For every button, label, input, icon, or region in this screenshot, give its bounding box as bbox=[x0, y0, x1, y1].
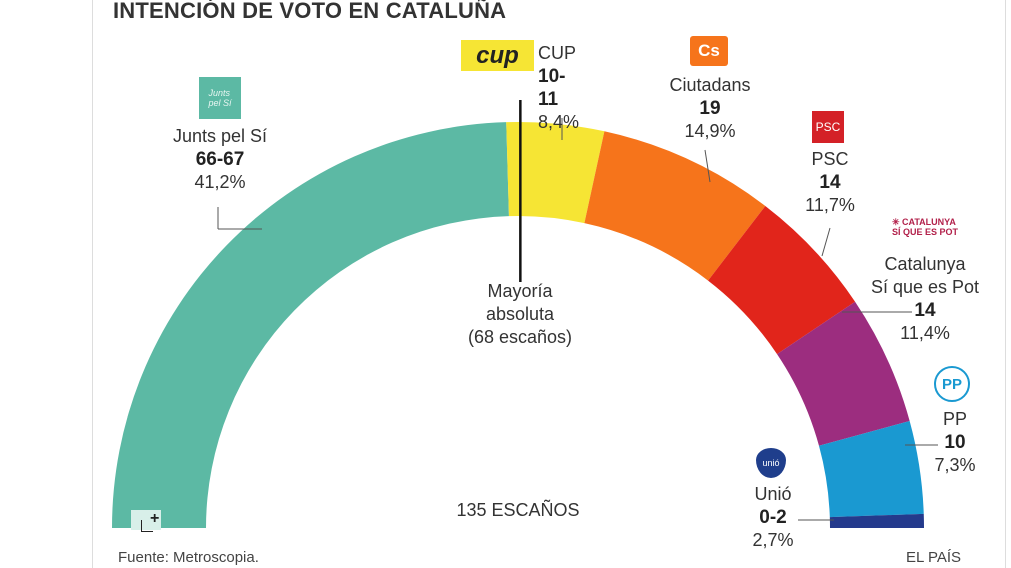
majority-label-line3: (68 escaños) bbox=[467, 327, 573, 347]
majority-label-line2: absoluta bbox=[485, 304, 555, 324]
party-pct: 41,2% bbox=[194, 172, 246, 192]
leader-psc bbox=[821, 227, 831, 257]
party-name: PSC bbox=[811, 149, 849, 169]
segment-junts bbox=[112, 122, 509, 528]
party-name: PP bbox=[942, 409, 967, 429]
segment-cup bbox=[506, 122, 605, 224]
party-name: Junts pel Sí bbox=[172, 126, 268, 146]
party-name: CUP bbox=[538, 43, 577, 63]
leader-ciutadans bbox=[704, 149, 711, 183]
party-pct: 14,9% bbox=[684, 121, 736, 141]
party-name-line2: Sí que es Pot bbox=[870, 277, 980, 297]
expand-plus-icon: + bbox=[150, 510, 160, 527]
cs-logo: Cs bbox=[690, 36, 728, 66]
party-name: Unió bbox=[754, 484, 792, 504]
party-seats: 14 bbox=[914, 300, 936, 321]
majority-label: Mayoría absoluta (68 escaños) bbox=[440, 280, 600, 349]
party-seats: 10-11 bbox=[538, 66, 566, 110]
csqp-logo: ✳ CATALUNYA SÍ QUE ES POT bbox=[891, 217, 958, 237]
segment-psc bbox=[708, 206, 856, 355]
segment-catalunya-si-que-es-pot bbox=[777, 301, 910, 446]
cup-logo: cup bbox=[461, 40, 534, 71]
label-junts: Junts pel Sí 66-67 41,2% bbox=[150, 125, 290, 194]
party-name: Ciutadans bbox=[669, 75, 751, 95]
label-psc: PSC 14 11,7% bbox=[790, 148, 870, 217]
party-seats: 19 bbox=[699, 98, 721, 119]
party-pct: 7,3% bbox=[934, 455, 976, 475]
label-unio: Unió 0-2 2,7% bbox=[738, 483, 808, 552]
frame-left-border bbox=[92, 0, 93, 568]
label-cup: CUP 10-11 8,4% bbox=[538, 42, 584, 134]
label-catalunya-si-que-es-pot: Catalunya Sí que es Pot 14 11,4% bbox=[850, 253, 1000, 345]
source-text: Fuente: Metroscopia. bbox=[118, 549, 259, 566]
segment-unio bbox=[829, 513, 924, 528]
expand-icon[interactable] bbox=[141, 520, 153, 532]
party-seats: 0-2 bbox=[759, 507, 787, 528]
party-pct: 2,7% bbox=[752, 530, 794, 550]
party-name-line1: Catalunya bbox=[884, 254, 966, 274]
party-pct: 8,4% bbox=[538, 112, 580, 132]
label-pp: PP 10 7,3% bbox=[925, 408, 985, 477]
segment-ciutadans bbox=[584, 131, 766, 281]
party-seats: 10 bbox=[944, 432, 966, 453]
majority-label-line1: Mayoría bbox=[487, 281, 553, 301]
total-seats-label: 135 ESCAÑOS bbox=[456, 500, 580, 520]
party-seats: 14 bbox=[819, 172, 841, 193]
frame-right-border bbox=[1005, 0, 1006, 568]
party-seats: 66-67 bbox=[195, 149, 245, 170]
chart-title: INTENCIÓN DE VOTO EN CATALUÑA bbox=[113, 0, 507, 23]
credit-text: EL PAÍS bbox=[906, 549, 962, 566]
psc-logo: PSC bbox=[812, 111, 844, 143]
unio-logo: unió bbox=[756, 448, 786, 478]
pp-logo: PP bbox=[934, 366, 970, 402]
party-pct: 11,7% bbox=[805, 195, 855, 215]
junts-logo: Junts pel Sí bbox=[199, 77, 241, 119]
expand-button[interactable] bbox=[131, 510, 161, 530]
party-pct: 11,4% bbox=[900, 323, 950, 343]
label-ciutadans: Ciutadans 19 14,9% bbox=[650, 74, 770, 143]
segment-pp bbox=[818, 421, 924, 518]
